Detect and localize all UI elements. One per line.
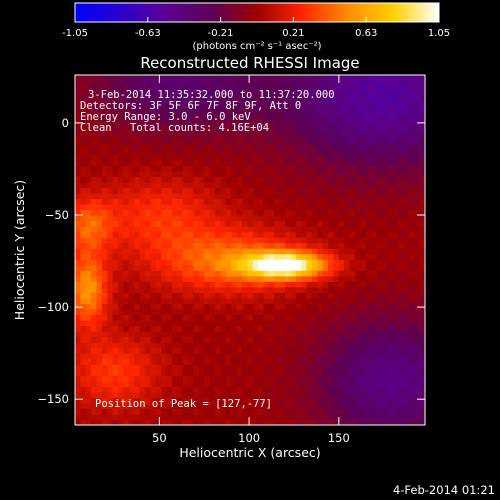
colorbar-gradient: [75, 3, 439, 22]
y-tick-label: −150: [37, 392, 69, 406]
colorbar-tick-label: -0.63: [135, 28, 161, 39]
heatmap-image: [75, 75, 425, 425]
x-axis-label: Heliocentric X (arcsec): [179, 445, 320, 460]
y-axis-label: Heliocentric Y (arcsec): [12, 180, 27, 320]
colorbar-tick-label: -1.05: [62, 28, 88, 39]
detectors-annotation: Detectors: 3F 5F 6F 7F 8F 9F, Att 0: [80, 100, 301, 112]
colorbar-tick-label: -0.21: [208, 28, 234, 39]
time-range-annotation: 3-Feb-2014 11:35:32.000 to 11:37:20.000: [88, 89, 335, 101]
colorbar-tick-label: 0.63: [355, 28, 377, 39]
y-tick-label: 0: [62, 116, 69, 130]
colorbar: -1.05 -0.63 -0.21 0.21 0.63 1.05 (photons cm⁻…: [62, 2, 450, 52]
x-tick-label: 50: [152, 431, 167, 445]
generation-timestamp: 4-Feb-2014 01:21: [393, 483, 495, 497]
y-tick-label: −100: [37, 300, 69, 314]
colorbar-tick-label: 0.21: [282, 28, 304, 39]
chart-title: Reconstructed RHESSI Image: [140, 54, 359, 72]
plot-frame: [74, 74, 426, 426]
colorbar-tick-label: 1.05: [428, 28, 450, 39]
total-counts-annotation: Total counts: 4.16E+04: [130, 122, 269, 134]
y-tick-label: −50: [45, 208, 69, 222]
x-tick-label: 150: [328, 431, 350, 445]
peak-position-annotation: Position of Peak = [127,-77]: [95, 398, 272, 410]
x-tick-label: 100: [238, 431, 260, 445]
energy-range-annotation: Energy Range: 3.0 - 6.0 keV: [80, 111, 251, 123]
clean-annotation: Clean: [80, 122, 112, 134]
colorbar-unit-label: (photons cm⁻² s⁻¹ asec⁻²): [192, 41, 321, 52]
